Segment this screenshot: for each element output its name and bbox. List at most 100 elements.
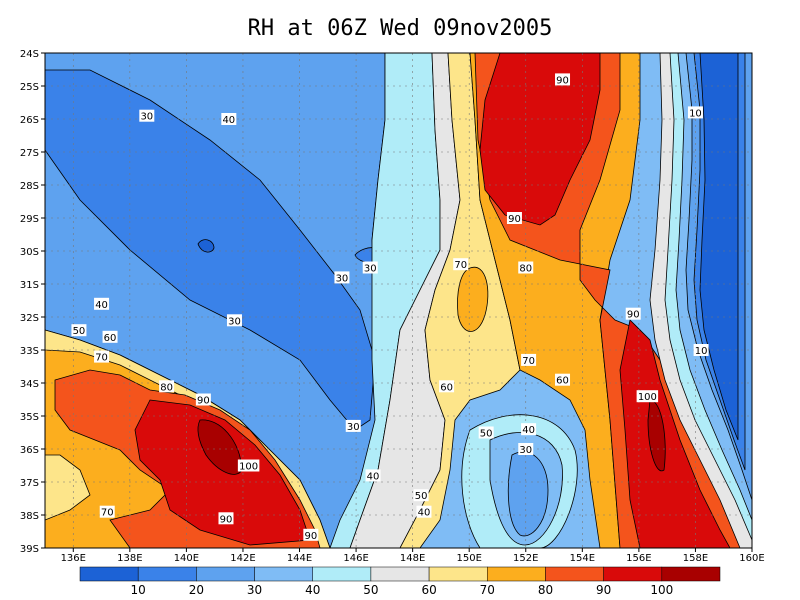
x-tick-label: 144E <box>287 553 312 564</box>
colorbar: 10 20 30 40 50 60 70 80 90 100 <box>79 566 721 597</box>
y-tick-label: 26S <box>20 115 39 126</box>
contour-label: 90 <box>556 75 569 86</box>
contour-label-box <box>693 344 709 356</box>
contour-label: 80 <box>519 264 532 275</box>
contour-label: 40 <box>522 425 535 436</box>
contour-label-box <box>365 469 381 482</box>
colorbar-swatch <box>603 566 663 582</box>
colorbar-swatch <box>487 566 546 582</box>
contour-label-box <box>521 353 537 366</box>
contour-label-box <box>518 261 534 274</box>
contour-label: 90 <box>220 514 233 525</box>
contour-label: 30 <box>364 264 377 275</box>
contour-label-box <box>687 106 703 119</box>
contour-label-box <box>237 459 260 472</box>
y-tick-label: 33S <box>20 346 39 357</box>
contour-label: 70 <box>454 260 467 271</box>
y-tick-label: 29S <box>20 214 39 225</box>
contour-label-box <box>94 350 110 363</box>
y-tick-label: 27S <box>20 148 39 159</box>
y-tick-label: 24S <box>20 49 39 60</box>
rh-sw-100-spot <box>197 419 243 475</box>
x-tick-label: 148E <box>400 553 425 564</box>
colorbar-label: 80 <box>538 583 553 597</box>
y-tick-label: 25S <box>20 82 39 93</box>
contour-label-box <box>139 109 155 122</box>
contour-label-box <box>518 443 534 455</box>
contour-label: 70 <box>101 508 114 519</box>
y-tick-label: 34S <box>20 379 39 390</box>
contour-label: 70 <box>95 353 108 364</box>
chart-title: RH at 06Z Wed 09nov2005 <box>247 16 553 41</box>
x-tick-label: 160E <box>739 553 764 564</box>
contour-label: 90 <box>508 214 521 225</box>
contour-label: 70 <box>522 356 535 367</box>
rh-sw-100-core <box>134 399 311 546</box>
contour-label-box <box>439 380 455 393</box>
x-tick-label: 142E <box>230 553 255 564</box>
y-tick-label: 28S <box>20 181 39 192</box>
contour-label-box <box>99 505 115 518</box>
contour-label-box <box>195 393 211 406</box>
colorbar-label: 90 <box>596 583 611 597</box>
y-tick-label: 30S <box>20 247 39 258</box>
contour-label: 10 <box>695 346 708 357</box>
contour-label: 60 <box>104 333 117 344</box>
contour-label: 10 <box>689 108 702 119</box>
contour-label: 40 <box>418 508 431 519</box>
contour-label-box <box>102 330 118 343</box>
contour-label-box <box>555 373 571 386</box>
colorbar-swatch <box>312 566 372 582</box>
contour-label-box <box>345 419 361 432</box>
x-tick-label: 154E <box>570 553 595 564</box>
contour-label: 80 <box>160 382 173 393</box>
contour-label-box <box>521 423 537 436</box>
colorbar-label: 40 <box>305 583 320 597</box>
colorbar-swatch <box>137 566 197 582</box>
colorbar-label: 100 <box>650 583 673 597</box>
contour-label-box <box>478 426 494 439</box>
rh-70-80-island <box>457 266 489 332</box>
contour-label-box <box>94 297 110 310</box>
plot-frame <box>44 52 753 549</box>
contour-label-box <box>303 528 319 541</box>
y-tick-labels: 24S 25S 26S 27S 28S 29S 30S 31S 32S 33S 34S 35S 36S 3… <box>20 49 39 555</box>
contour-label-box <box>413 489 429 502</box>
colorbar-label: 20 <box>189 583 204 597</box>
contour-label-box <box>636 390 659 403</box>
contour-label: 90 <box>197 396 210 407</box>
colorbar-label: 50 <box>363 583 378 597</box>
contour-label: 40 <box>367 471 380 482</box>
contour-label: 40 <box>222 115 235 126</box>
contour-label: 60 <box>556 376 569 387</box>
contour-label: 100 <box>239 462 258 473</box>
y-tick-label: 36S <box>20 445 39 456</box>
x-tick-label: 152E <box>513 553 538 564</box>
contour-label-box <box>506 212 522 224</box>
contour-label: 100 <box>638 392 657 403</box>
colorbar-swatch <box>254 566 313 582</box>
rh-100-core-south <box>619 319 731 548</box>
colorbar-swatch <box>661 566 721 582</box>
contour-label: 50 <box>73 326 86 337</box>
colorbar-label: 30 <box>247 583 262 597</box>
x-tick-label: 158E <box>683 553 708 564</box>
x-tick-label: 146E <box>343 553 368 564</box>
contour-label: 30 <box>228 316 241 327</box>
colorbar-swatch <box>196 566 255 582</box>
y-tick-label: 38S <box>20 511 39 522</box>
x-tick-label: 150E <box>456 553 481 564</box>
contour-label: 60 <box>440 382 453 393</box>
x-tick-label: 156E <box>626 553 651 564</box>
filled-contours <box>45 53 752 548</box>
y-tick-label: 35S <box>20 412 39 423</box>
contour-label-box <box>221 113 237 125</box>
y-tick-label: 31S <box>20 280 39 291</box>
contour-label-box <box>226 314 242 327</box>
colorbar-swatch <box>79 566 139 582</box>
contour-label-box <box>218 512 234 525</box>
contour-label: 50 <box>480 429 493 440</box>
y-tick-label: 39S <box>20 544 39 555</box>
contour-label-box <box>362 261 378 274</box>
contour-label: 50 <box>415 491 428 502</box>
